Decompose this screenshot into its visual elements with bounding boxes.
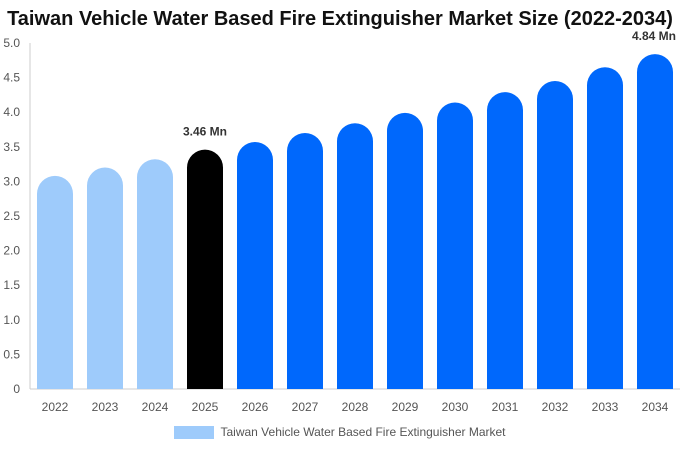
x-tick-label: 2030 (442, 400, 469, 414)
x-tick-label: 2028 (342, 400, 369, 414)
x-tick-label: 2033 (592, 400, 619, 414)
data-label: 4.84 Mn (632, 29, 676, 43)
legend-swatch (174, 425, 215, 439)
bar (87, 167, 123, 389)
bar (287, 132, 323, 389)
y-tick-label: 0 (13, 382, 20, 396)
x-tick-label: 2031 (492, 400, 519, 414)
y-tick-label: 0.5 (3, 347, 20, 361)
y-tick-label: 4.0 (3, 105, 20, 119)
bar (387, 112, 423, 389)
bar-chart: 0 0.5 1.0 1.5 2.0 2.5 3.0 3.5 4.0 4.5 5.0 2022 2023 2… (3, 29, 680, 414)
bar (237, 141, 273, 389)
data-label: 3.46 Mn (183, 125, 227, 139)
x-tick-label: 2024 (142, 400, 169, 414)
bar (587, 67, 623, 389)
y-tick-label: 2.0 (3, 244, 20, 258)
bar (437, 102, 473, 390)
x-tick-label: 2029 (392, 400, 419, 414)
x-tick-label: 2032 (542, 400, 569, 414)
y-tick-label: 1.5 (3, 278, 20, 292)
y-tick-label: 4.5 (3, 71, 20, 85)
bar (187, 149, 223, 389)
bars (37, 54, 673, 390)
bar (487, 92, 523, 389)
bar (37, 175, 73, 389)
x-tick-label: 2026 (242, 400, 269, 414)
data-labels: 3.46 Mn 4.84 Mn (183, 29, 676, 138)
x-tick-label: 2034 (642, 400, 669, 414)
bar (137, 159, 173, 389)
y-tick-label: 1.0 (3, 313, 20, 327)
x-tick-label: 2025 (192, 400, 219, 414)
axes: 0 0.5 1.0 1.5 2.0 2.5 3.0 3.5 4.0 4.5 5.0 2022 2023 2… (3, 36, 680, 414)
bar (337, 123, 373, 389)
x-tick-label: 2027 (292, 400, 319, 414)
y-tick-label: 3.0 (3, 174, 20, 188)
y-tick-label: 3.5 (3, 140, 20, 154)
chart-title: Taiwan Vehicle Water Based Fire Extingui… (7, 8, 673, 30)
legend: Taiwan Vehicle Water Based Fire Extingui… (0, 425, 680, 439)
x-tick-label: 2023 (92, 400, 119, 414)
y-tick-label: 5.0 (3, 36, 20, 50)
bar (537, 81, 573, 389)
bar (637, 54, 673, 390)
y-tick-label: 2.5 (3, 209, 20, 223)
legend-label: Taiwan Vehicle Water Based Fire Extingui… (220, 425, 506, 439)
x-tick-label: 2022 (42, 400, 69, 414)
